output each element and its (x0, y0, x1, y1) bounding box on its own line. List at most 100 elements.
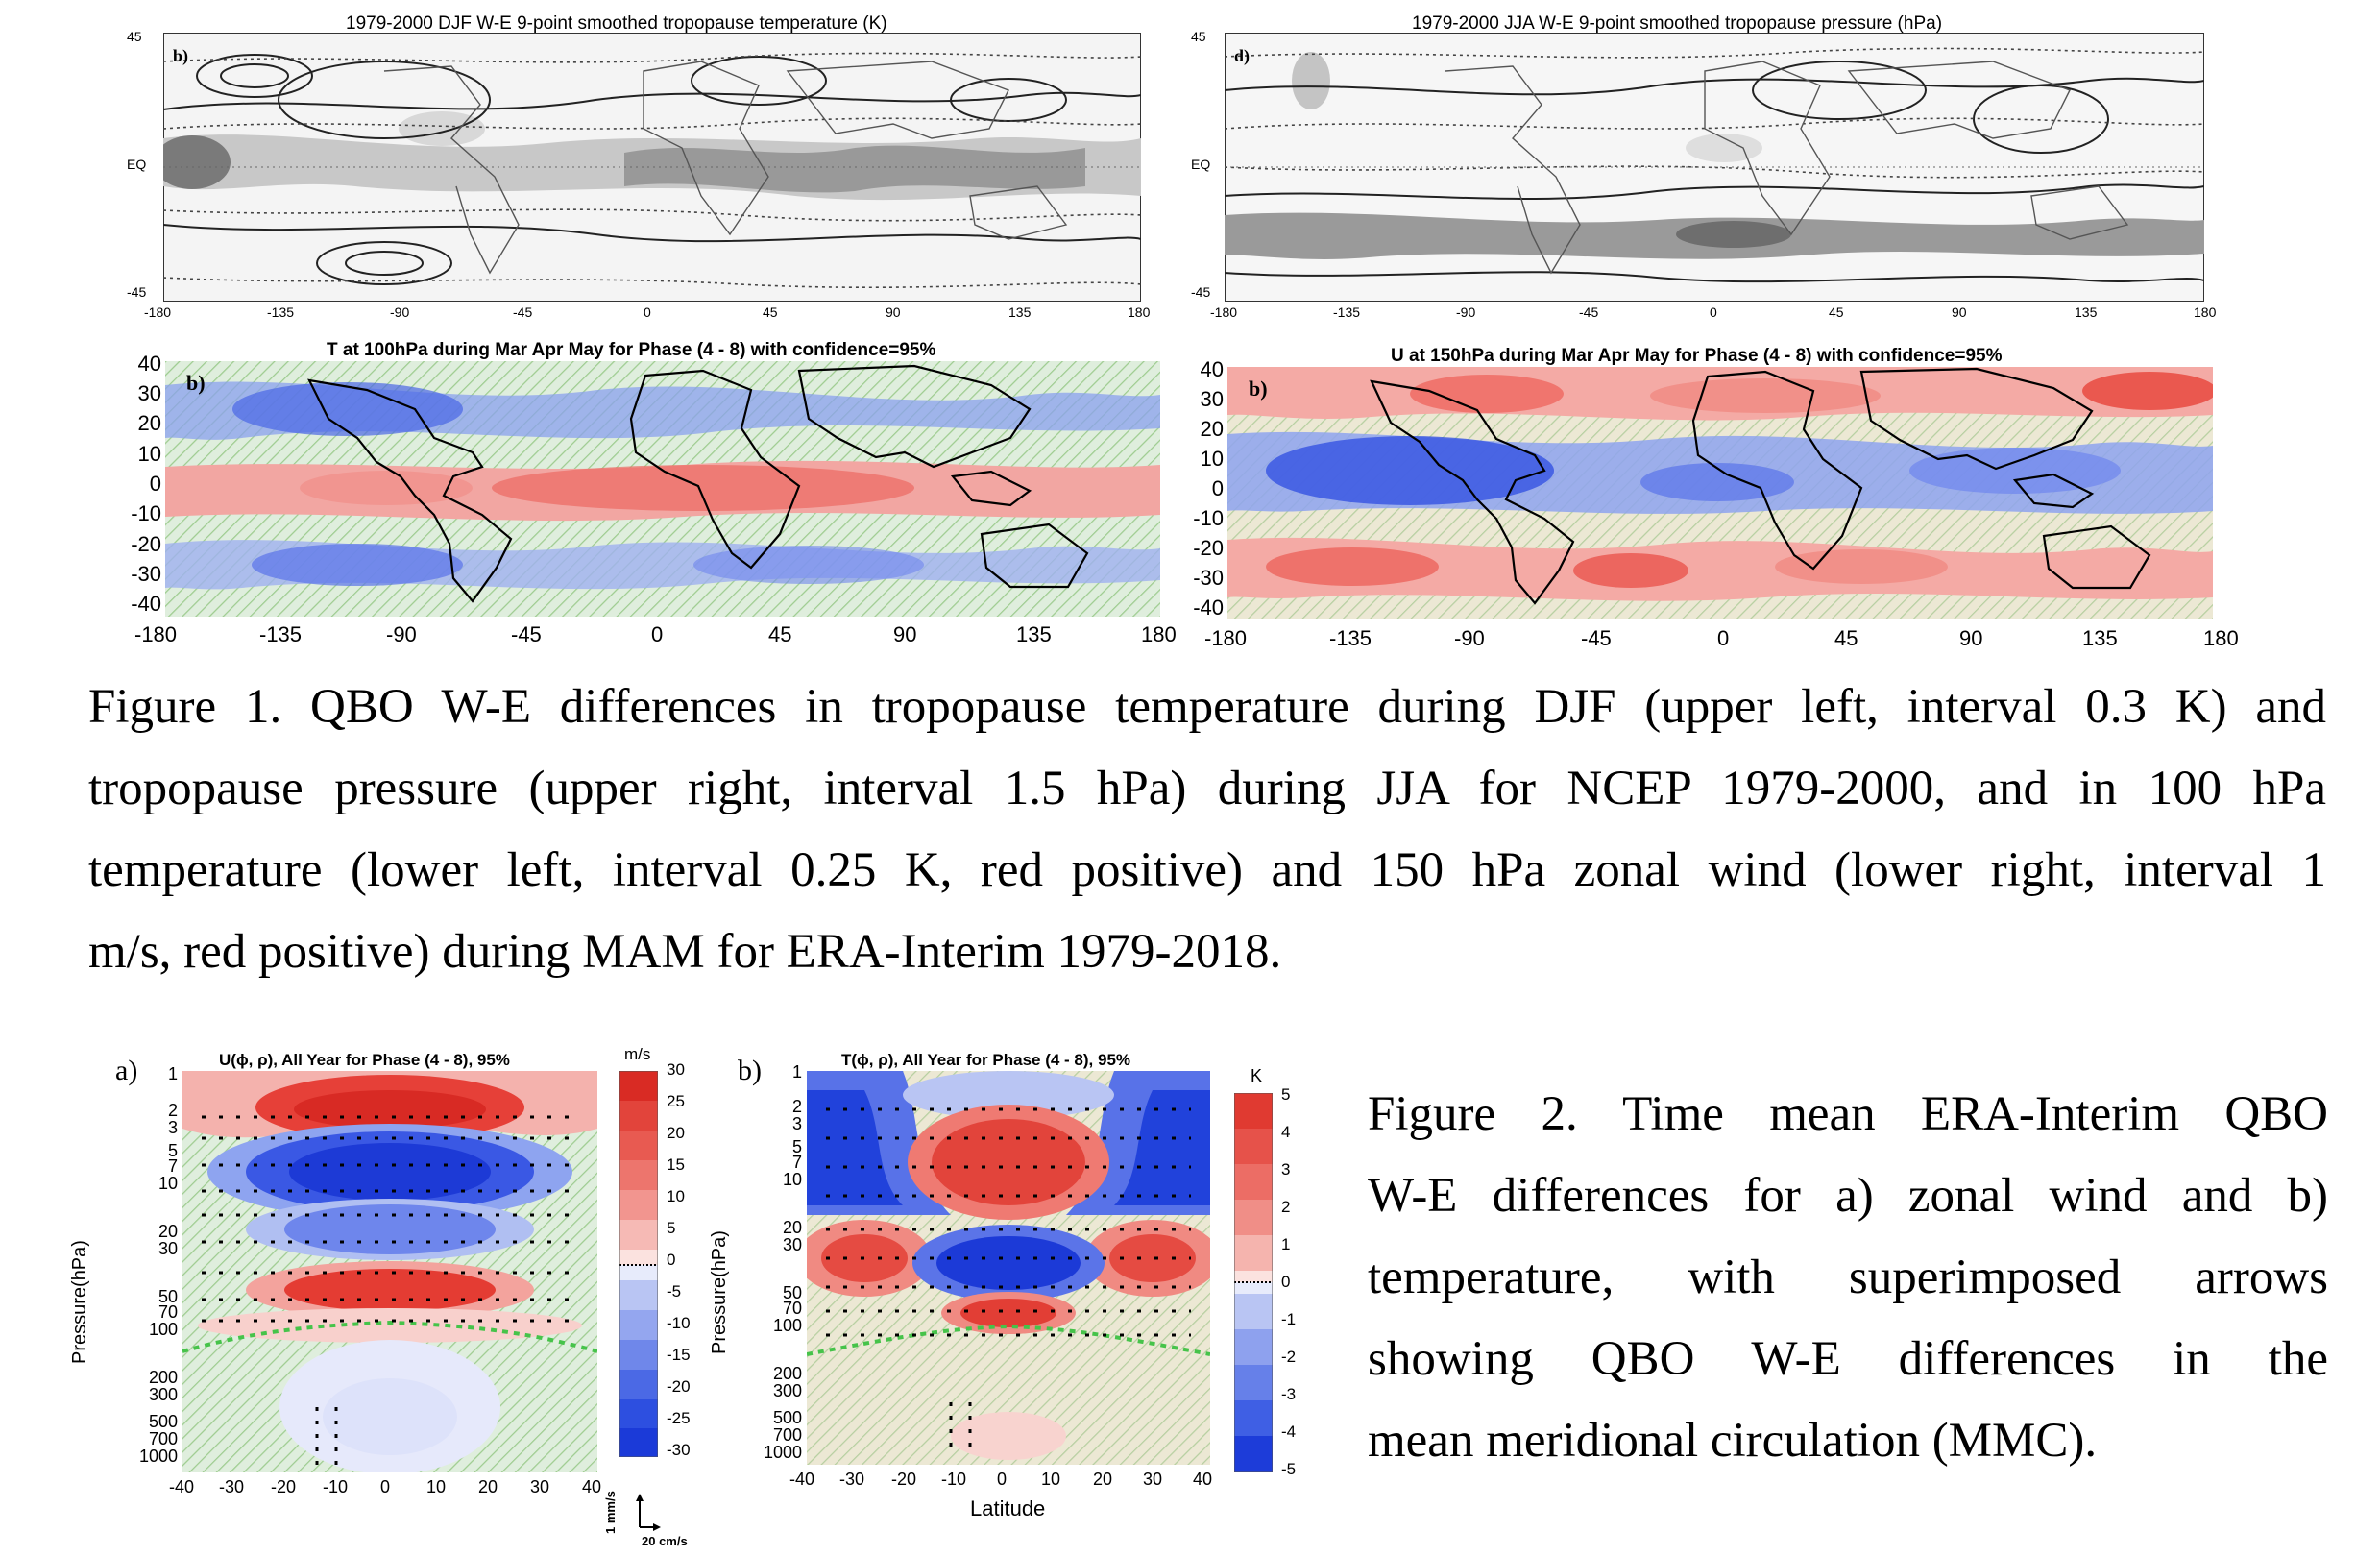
figure1-caption-line: tropopause pressure (upper right, interv… (88, 762, 2326, 815)
fig2-a-xtick: -20 (271, 1477, 297, 1496)
fig2-b-ytick: 20 (782, 1218, 802, 1237)
fig1-d-xtick: -180 (1204, 626, 1248, 650)
fig2-panel-b-letter: b) (738, 1055, 762, 1086)
fig2-panel-a-title: U(ϕ, ρ), All Year for Phase (4 - 8), 95% (219, 1051, 510, 1069)
fig2-a-xtick: -10 (323, 1477, 349, 1496)
fig1-a-ytick: -45 (127, 284, 147, 300)
fig1-panel-a-map: b) (163, 33, 1141, 302)
fig2-a-ytick: 500 (148, 1412, 178, 1431)
fig2-a-ytick: 30 (158, 1239, 178, 1258)
fig1-b-xtick: -45 (1579, 304, 1599, 320)
figure2-caption-line: temperature, with superimposed arrows (1368, 1251, 2328, 1304)
fig1-b-xtick: -180 (1210, 304, 1238, 320)
fig2-b-ylabel: Pressure(hPa) (709, 1230, 730, 1354)
fig1-c-ytick: -30 (131, 562, 161, 586)
fig2-b-ytick: 3 (791, 1114, 802, 1133)
fig1-d-ytick: -20 (1193, 536, 1224, 560)
fig1-d-ytick: 40 (1200, 357, 1224, 381)
fig2-b-cb-tick: -4 (1281, 1422, 1297, 1441)
fig2-b-ytick: 10 (782, 1170, 802, 1189)
fig2-a-colorbar-ticks: 30 25 20 15 10 5 0 -5 -10 -15 -20 -25 -3… (667, 1060, 705, 1464)
fig2-b-xtick: -30 (839, 1470, 865, 1489)
fig1-d-xtick: 0 (1717, 626, 1730, 650)
fig2-a-ytick: 20 (158, 1222, 178, 1241)
fig2-a-cb-tick: 20 (667, 1124, 685, 1142)
fig1-b-xtick: -90 (1456, 304, 1476, 320)
fig2-b-ytick: 50 (782, 1283, 802, 1302)
fig2-a-cb-tick: 15 (667, 1155, 685, 1174)
fig1-c-xtick: -180 (134, 622, 178, 646)
fig1-c-yticks: 40 30 20 10 0 -10 -20 -30 -40 (113, 352, 161, 630)
fig2-a-xtick: 30 (530, 1477, 550, 1496)
fig2-b-ytick: 500 (772, 1408, 802, 1427)
fig2-panel-a-plot (182, 1071, 597, 1472)
fig2-a-ytick: 200 (148, 1368, 178, 1387)
fig1-panel-c-map: b) (165, 361, 1160, 617)
fig1-c-ytick: 40 (137, 352, 161, 376)
fig2-a-ytick: 3 (167, 1118, 178, 1137)
fig1-c-xticks: -180 -135 -90 -45 0 45 90 135 180 (134, 622, 1181, 649)
fig2-b-ytick: 700 (772, 1425, 802, 1445)
fig2-a-xtick: 40 (582, 1477, 602, 1496)
fig2-a-cb-tick: 10 (667, 1187, 685, 1205)
fig2-a-ytick: 300 (148, 1385, 178, 1404)
figure2-caption-line: mean meridional circulation (MMC). (1368, 1414, 2098, 1468)
fig1-a-xtick: 0 (644, 304, 651, 320)
fig2-b-ytick: 30 (782, 1235, 802, 1254)
fig2-a-xtick: 10 (426, 1477, 447, 1496)
fig1-d-xtick: 90 (1959, 626, 1983, 650)
fig2-b-cb-tick: 2 (1281, 1198, 1291, 1216)
fig1-d-xticks: -180 -135 -90 -45 0 45 90 135 180 (1204, 626, 2271, 653)
figure2-caption-line: W-E differences for a) zonal wind and b) (1368, 1169, 2328, 1223)
fig1-a-xtick: 90 (886, 304, 901, 320)
fig1-a-ytick: 45 (127, 29, 142, 44)
arrow-scale-horizontal-label: 20 cm/s (642, 1534, 688, 1548)
fig1-a-xtick: -180 (144, 304, 172, 320)
fig1-panel-d-title: U at 150hPa during Mar Apr May for Phase… (1391, 346, 2003, 366)
fig2-a-ytick: 700 (148, 1429, 178, 1448)
fig2-b-xticks: -40 -30 -20 -10 0 10 20 30 40 (789, 1470, 1241, 1493)
fig2-a-cb-tick: -5 (667, 1282, 682, 1301)
fig2-b-ytick: 70 (782, 1299, 802, 1318)
fig2-a-xtick: -30 (219, 1477, 245, 1496)
fig1-c-xtick: -90 (386, 622, 417, 646)
fig1-d-ytick: 30 (1200, 387, 1224, 411)
fig2-a-xtick: 0 (380, 1477, 391, 1496)
fig2-a-cb-tick: -20 (667, 1377, 691, 1396)
fig2-b-cb-tick: -1 (1281, 1310, 1297, 1328)
fig1-a-xtick: 180 (1128, 304, 1151, 320)
fig1-a-xtick: 45 (763, 304, 778, 320)
fig2-a-ytick: 100 (148, 1320, 178, 1339)
fig2-a-ytick: 50 (158, 1287, 178, 1306)
fig2-b-cb-tick: -3 (1281, 1385, 1297, 1403)
fig1-b-xtick: 45 (1829, 304, 1844, 320)
fig2-b-colorbar-unit: K (1251, 1066, 1263, 1085)
fig2-b-ytick: 1 (791, 1062, 802, 1082)
fig1-a-ytick: EQ (127, 157, 147, 172)
fig2-b-colorbar (1234, 1093, 1273, 1472)
fig2-b-ytick: 100 (772, 1316, 802, 1335)
fig1-c-ytick: 10 (137, 442, 161, 466)
fig1-panel-c-title: T at 100hPa during Mar Apr May for Phase… (327, 340, 936, 360)
fig2-b-xtick: 0 (997, 1470, 1008, 1489)
fig1-panel-d-letter: b) (1249, 377, 1268, 401)
fig2-b-xtick: 20 (1093, 1470, 1113, 1489)
fig1-c-ytick: -10 (131, 501, 161, 525)
fig2-b-cb-tick: 1 (1281, 1235, 1291, 1253)
fig2-b-cb-tick: 4 (1281, 1123, 1291, 1141)
fig1-d-ytick: -10 (1193, 506, 1224, 530)
fig2-a-colorbar (619, 1071, 658, 1457)
fig1-b-xtick: 90 (1952, 304, 1967, 320)
fig1-c-ytick: 20 (137, 411, 161, 435)
fig2-panel-b-title: T(ϕ, ρ), All Year for Phase (4 - 8), 95% (841, 1051, 1131, 1069)
fig2-a-ytick: 1 (167, 1064, 178, 1083)
fig1-c-xtick: 90 (893, 622, 917, 646)
fig1-panel-c-letter: b) (186, 371, 206, 395)
fig2-b-ytick: 200 (772, 1364, 802, 1383)
fig2-a-cb-tick: -15 (667, 1346, 691, 1364)
figure1-caption-line: m/s, red positive) during MAM for ERA-In… (88, 925, 1282, 979)
figure1-caption: Figure 1. QBO W-E differences in tropopa… (88, 667, 2326, 993)
figure2-caption: Figure 2. Time mean ERA-Interim QBO W-E … (1368, 1074, 2328, 1482)
fig1-c-ytick: -40 (131, 592, 161, 616)
fig1-b-ytick: -45 (1191, 284, 1211, 300)
